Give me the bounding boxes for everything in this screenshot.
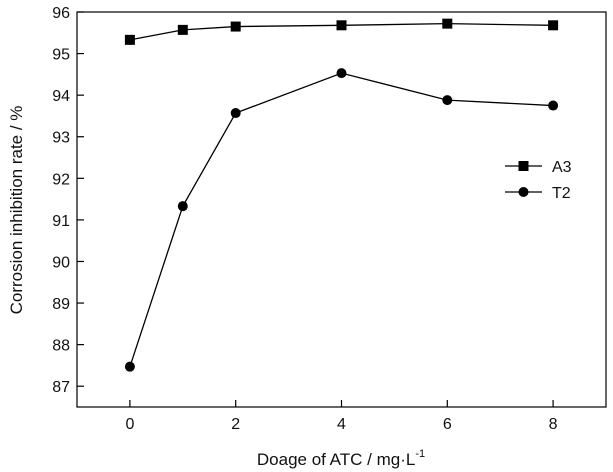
series-t2 — [124, 68, 559, 372]
x-tick-label: 2 — [231, 416, 240, 433]
series-t2-point — [442, 95, 453, 106]
legend-label: T2 — [552, 185, 571, 202]
y-tick-label: 88 — [52, 338, 70, 355]
series-a3-point — [177, 24, 188, 35]
legend: A3 T2 — [505, 159, 572, 202]
series-t2-point — [124, 361, 135, 372]
x-tick-label: 6 — [443, 416, 452, 433]
series-a3-point — [124, 34, 135, 45]
legend-item-t2: T2 — [505, 185, 571, 202]
series-t2-point — [548, 100, 559, 111]
series-t2-line — [129, 72, 554, 367]
y-axis-label: Corrosion inhibition rate / % — [7, 106, 26, 315]
x-tick-label: 4 — [337, 416, 346, 433]
x-tick-label: 0 — [125, 416, 134, 433]
legend-item-a3: A3 — [505, 159, 572, 176]
legend-label: A3 — [552, 159, 572, 176]
x-tick-label: 8 — [549, 416, 558, 433]
y-tick-label: 93 — [52, 130, 70, 147]
y-tick-label: 89 — [52, 296, 70, 313]
series-t2-point — [336, 68, 347, 79]
x-axis: 0 2 4 6 8 — [125, 400, 558, 433]
series-a3-point — [336, 20, 347, 31]
series-a3-point — [230, 21, 241, 32]
series-layer — [124, 18, 559, 372]
series-a3-point — [548, 20, 559, 31]
y-tick-label: 95 — [52, 47, 70, 64]
series-a3-point — [442, 18, 453, 29]
y-tick-label: 90 — [52, 254, 70, 271]
x-axis-label-text: Doage of ATC / mg·L — [257, 450, 415, 469]
y-tick-label: 87 — [52, 379, 70, 396]
series-a3-line — [129, 22, 554, 41]
y-tick-label: 91 — [52, 213, 70, 230]
y-tick-label: 94 — [52, 88, 70, 105]
series-a3 — [124, 18, 559, 45]
y-tick-label: 96 — [52, 5, 70, 22]
y-tick-label: 92 — [52, 171, 70, 188]
legend-marker-circle — [518, 187, 529, 197]
x-axis-label: Doage of ATC / mg·L-1 — [257, 448, 425, 469]
series-t2-point — [177, 201, 188, 212]
y-axis: 87 88 89 90 91 92 93 94 95 96 — [52, 5, 84, 396]
x-axis-label-superscript: -1 — [415, 448, 425, 460]
legend-marker-square — [518, 161, 529, 171]
series-t2-point — [230, 108, 241, 119]
